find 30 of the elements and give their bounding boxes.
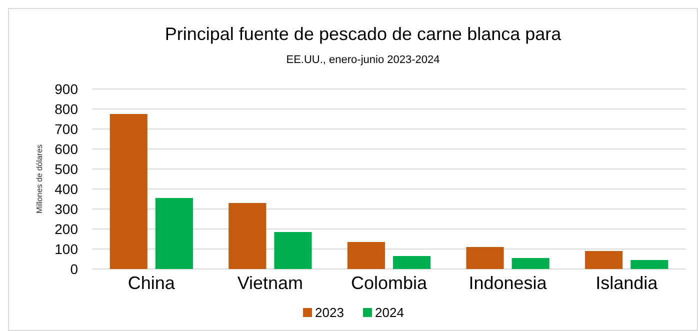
y-tick-label: 700 <box>54 120 78 137</box>
bar <box>347 242 385 269</box>
chart-title: Principal fuente de pescado de carne blanca para <box>164 24 562 44</box>
bar <box>585 251 623 269</box>
x-tick-label: Indonesia <box>468 273 548 293</box>
y-tick-label: 600 <box>54 140 78 157</box>
y-axis-title: Millones de dólares <box>35 144 44 214</box>
bar <box>630 260 668 269</box>
x-tick-label: Vietnam <box>237 273 304 293</box>
y-tick-label: 900 <box>54 80 78 97</box>
x-tick-label: China <box>128 273 176 293</box>
legend-label: 2023 <box>315 305 344 320</box>
x-tick-label: Colombia <box>350 273 428 293</box>
bar <box>393 256 431 269</box>
y-tick-label: 0 <box>70 260 78 277</box>
bar <box>512 258 550 269</box>
chart-subtitle: EE.UU., enero-junio 2023-2024 <box>286 54 440 66</box>
bar <box>110 114 148 269</box>
bar <box>228 203 266 269</box>
legend-label: 2024 <box>375 305 404 320</box>
y-tick-label: 800 <box>54 100 78 117</box>
bar <box>466 247 504 269</box>
x-tick-label: Islandia <box>596 273 659 293</box>
bar <box>274 232 312 269</box>
y-tick-label: 300 <box>54 200 78 217</box>
y-tick-label: 500 <box>54 160 78 177</box>
bar <box>155 198 193 269</box>
y-tick-label: 200 <box>54 220 78 237</box>
y-tick-label: 100 <box>54 240 78 257</box>
y-tick-label: 400 <box>54 180 78 197</box>
